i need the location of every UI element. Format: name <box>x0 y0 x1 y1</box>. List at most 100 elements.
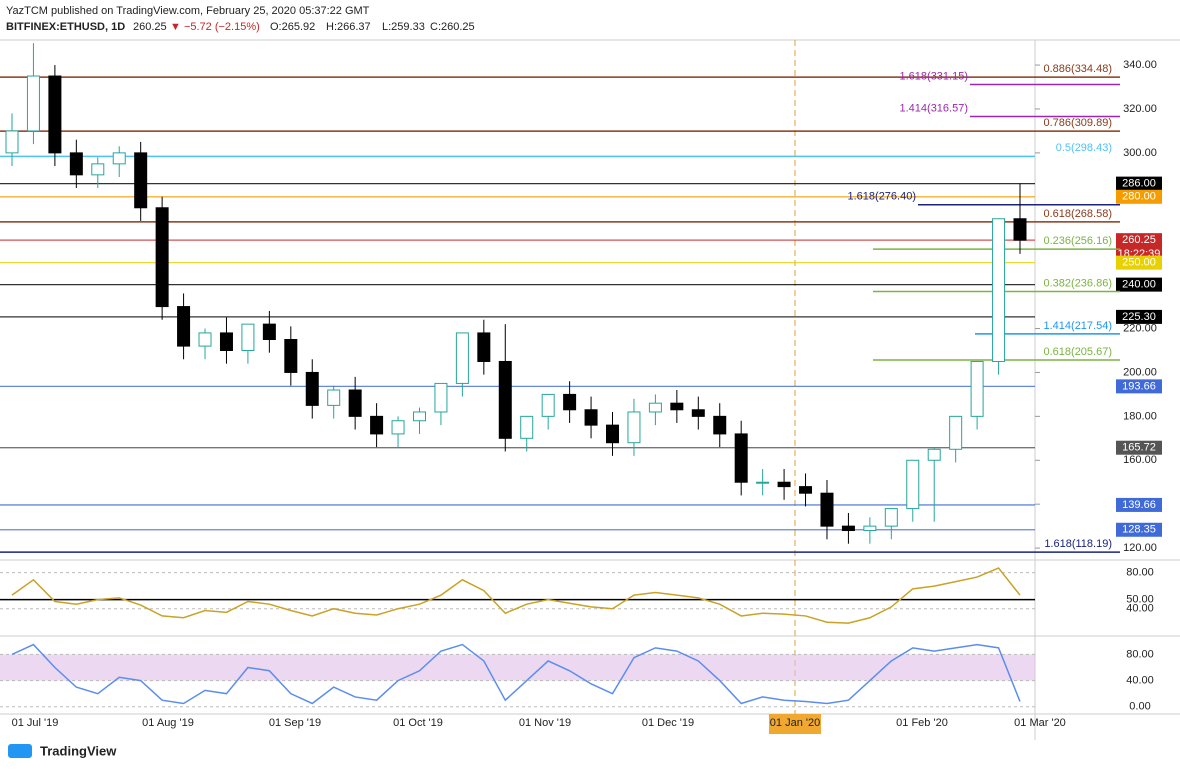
y-tick-label: 160.00 <box>1123 454 1157 466</box>
candle-body <box>799 486 813 494</box>
candle-body <box>992 218 1006 362</box>
y-tick-label: 300.00 <box>1123 147 1157 159</box>
y-tick-label: 80.00 <box>1126 566 1154 578</box>
candle-body <box>648 402 662 413</box>
fib-label: 0.382(236.86) <box>1044 277 1113 289</box>
candle-body <box>606 424 620 444</box>
stoch-line <box>11 643 1021 705</box>
x-tick-label: 01 Mar '20 <box>1014 717 1066 729</box>
x-tick-label: 01 Jul '19 <box>12 717 59 729</box>
price-box-label: 193.66 <box>1122 380 1156 392</box>
candle-body <box>906 459 920 510</box>
candle-body <box>949 415 963 450</box>
candle-body <box>777 481 791 488</box>
ohlc-open: O:265.92 <box>270 21 315 33</box>
fib-label: 0.236(256.16) <box>1044 235 1113 247</box>
price-box <box>1116 176 1162 191</box>
candle-body <box>434 382 448 413</box>
last-price: 260.25 <box>133 21 167 33</box>
price-box-label: 139.66 <box>1122 499 1156 511</box>
candle-body <box>691 409 705 417</box>
price-box <box>1116 277 1162 292</box>
date-highlight <box>769 714 821 734</box>
candle-body <box>563 393 577 411</box>
candle-body <box>477 332 491 362</box>
candle-body <box>26 75 40 132</box>
candle-body <box>670 402 684 411</box>
candle-body <box>134 152 148 209</box>
price-box <box>1116 309 1162 324</box>
candle-body <box>69 152 83 176</box>
candle-body <box>262 323 276 341</box>
candle-body <box>756 481 770 484</box>
x-tick-label: 01 Aug '19 <box>142 717 194 729</box>
candle-body <box>884 508 898 527</box>
candle-body <box>520 415 534 439</box>
x-tick-label: 01 Sep '19 <box>269 717 321 729</box>
fib-label: 0.618(205.67) <box>1044 346 1113 358</box>
y-tick-label: 180.00 <box>1123 410 1157 422</box>
candle-body <box>198 332 212 347</box>
candle-body <box>241 323 255 351</box>
candle-body <box>970 360 984 417</box>
candle-body <box>412 411 426 422</box>
candle-body <box>155 207 169 308</box>
x-tick-label: 01 Oct '19 <box>393 717 443 729</box>
y-tick-label: 50.00 <box>1126 594 1154 606</box>
candle-body <box>498 360 512 439</box>
candle-body <box>327 389 341 406</box>
y-tick-label: 200.00 <box>1123 366 1157 378</box>
candle-body <box>48 75 62 154</box>
stoch-band <box>0 654 1035 681</box>
candle-body <box>627 411 641 444</box>
candle-body <box>391 420 405 435</box>
candle-body <box>455 332 469 384</box>
ohlc-low: L:259.33 <box>382 21 425 33</box>
candle-body <box>584 409 598 426</box>
candle-body <box>863 525 877 532</box>
candle-body <box>370 415 384 435</box>
fib-label: 1.618(276.40) <box>848 191 917 203</box>
candle-body <box>91 163 105 176</box>
y-tick-label: 340.00 <box>1123 59 1157 71</box>
price-box <box>1116 255 1162 270</box>
x-tick-label: 01 Feb '20 <box>896 717 948 729</box>
ohlc-close: C:260.25 <box>430 21 475 33</box>
candle-body <box>305 371 319 406</box>
y-tick-label: 120.00 <box>1123 542 1157 554</box>
price-box <box>1116 189 1162 204</box>
y-tick-label: 220.00 <box>1123 322 1157 334</box>
candle-body <box>348 389 362 417</box>
symbol: BITFINEX:ETHUSD, 1D <box>6 21 125 33</box>
x-tick-label: 01 Jan '20 <box>770 717 820 729</box>
fib-label: 0.618(268.58) <box>1044 208 1113 220</box>
fib-label: 0.5(298.43) <box>1056 142 1112 154</box>
candle-body <box>927 448 941 461</box>
candle-body <box>541 393 555 417</box>
fib-label: 1.414(316.57) <box>900 102 969 114</box>
price-box-label: 128.35 <box>1122 524 1156 536</box>
price-box <box>1116 497 1162 512</box>
candle-body <box>713 415 727 435</box>
x-tick-label: 01 Nov '19 <box>519 717 571 729</box>
price-box <box>1116 522 1162 537</box>
candle-body <box>284 339 298 373</box>
price-box <box>1116 440 1162 455</box>
y-tick-label: 40.00 <box>1126 603 1154 615</box>
price-box-label: 260.25 <box>1122 234 1156 246</box>
candle-body <box>734 433 748 483</box>
rsi-line <box>11 567 1021 624</box>
candle-body <box>177 306 191 347</box>
price-box-label: 250.00 <box>1122 257 1156 269</box>
x-tick-label: 01 Dec '19 <box>642 717 694 729</box>
fib-label: 0.886(334.48) <box>1044 63 1113 75</box>
fib-label: 1.618(118.19) <box>1044 538 1112 550</box>
fib-label: 1.414(217.54) <box>1044 320 1113 332</box>
fib-label: 0.786(309.89) <box>1044 117 1113 129</box>
candle-body <box>1013 218 1027 241</box>
price-box-label: 280.00 <box>1122 191 1156 203</box>
y-tick-label: 40.00 <box>1126 674 1154 686</box>
y-tick-label: 320.00 <box>1123 103 1157 115</box>
